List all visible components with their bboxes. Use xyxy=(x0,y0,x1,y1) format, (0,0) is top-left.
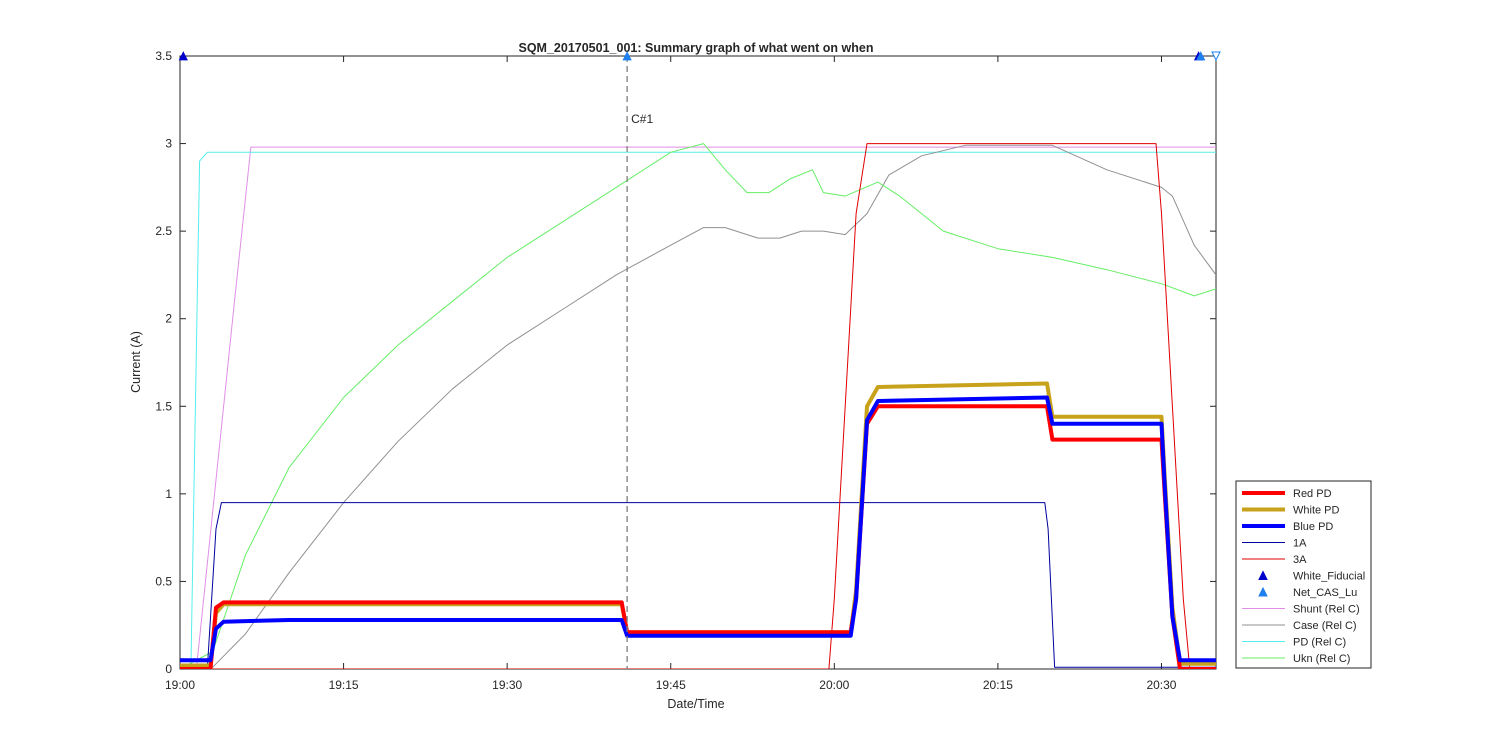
x-tick-label: 19:45 xyxy=(656,678,686,692)
series-line-shunt-rel-c xyxy=(180,146,1216,669)
y-tick-label: 3.5 xyxy=(155,49,172,63)
plot-area: 0 0.5 1 1.5 2 2.5 3 3.5 19:00 19:15 19:30 19:45 20:0… xyxy=(155,49,1221,692)
series-line-3a xyxy=(180,143,1216,669)
x-tick-label: 19:15 xyxy=(329,678,359,692)
marker-down-triangle xyxy=(1211,51,1221,62)
legend-label: White_Fiducial xyxy=(1293,571,1365,583)
series-line-case-rel-c xyxy=(180,144,1216,669)
y-tick-label: 2.5 xyxy=(155,224,172,238)
legend-entry-net-cas-lu: Net_CAS_Lu xyxy=(1258,586,1357,599)
x-tick-label: 19:30 xyxy=(492,678,522,692)
legend-entry-blue-pd: Blue PD xyxy=(1242,521,1333,533)
legend-label: Blue PD xyxy=(1293,521,1333,533)
x-tick-label: 19:00 xyxy=(165,678,195,692)
series-line-pd-rel-c xyxy=(180,151,1216,669)
marker-net-cas-lu xyxy=(1196,51,1206,61)
series-line-ukn-rel-c xyxy=(180,143,1216,669)
x-tick-label: 20:30 xyxy=(1146,678,1176,692)
y-tick-label: 3 xyxy=(165,137,172,151)
y-tick-label: 2 xyxy=(165,312,172,326)
legend-entry-ukn-rel-c: Ukn (Rel C) xyxy=(1242,653,1350,665)
legend-entry-white-pd: White PD xyxy=(1242,505,1340,517)
legend-entry-1a: 1A xyxy=(1242,538,1307,550)
y-tick-label: 0 xyxy=(165,662,172,676)
x-tick-label: 20:00 xyxy=(819,678,849,692)
series-line-1a xyxy=(180,502,1216,669)
marker-white-fiducial xyxy=(178,51,188,61)
legend-marker xyxy=(1258,570,1268,580)
legend-entry-shunt-rel-c: Shunt (Rel C) xyxy=(1242,604,1360,616)
legend-label: 1A xyxy=(1293,538,1307,550)
legend-entry-pd-rel-c: PD (Rel C) xyxy=(1242,637,1346,649)
legend-label: PD (Rel C) xyxy=(1293,637,1346,649)
y-tick-label: 1.5 xyxy=(155,399,172,413)
x-tick-label: 20:15 xyxy=(983,678,1013,692)
legend-label: Ukn (Rel C) xyxy=(1293,653,1350,665)
y-tick-label: 1 xyxy=(165,487,172,501)
legend-entry-case-rel-c: Case (Rel C) xyxy=(1242,620,1357,632)
y-tick-label: 0.5 xyxy=(155,574,172,588)
legend: Red PD White PD Blue PD 1A 3A White_Fiducial N… xyxy=(1235,480,1372,669)
x-axis-label: Date/Time xyxy=(667,697,724,711)
legend-entry-3a: 3A xyxy=(1242,554,1307,566)
legend-entry-red-pd: Red PD xyxy=(1242,488,1332,500)
annotation-label: C#1 xyxy=(631,112,653,126)
legend-box xyxy=(1235,480,1372,669)
series-line-blue-pd xyxy=(180,395,1216,663)
chart-title: SQM_20170501_001: Summary graph of what … xyxy=(519,41,874,55)
y-axis-label: Current (A) xyxy=(129,331,143,393)
legend-label: 3A xyxy=(1293,554,1307,566)
legend-label: White PD xyxy=(1293,505,1340,517)
marker-net-cas-lu xyxy=(622,51,632,61)
legend-marker xyxy=(1258,586,1268,597)
legend-label: Net_CAS_Lu xyxy=(1293,587,1357,599)
axes-box xyxy=(179,55,1217,670)
series-line-red-pd xyxy=(180,404,1216,669)
legend-entry-white-fiducial: White_Fiducial xyxy=(1258,570,1365,583)
legend-label: Shunt (Rel C) xyxy=(1293,604,1360,616)
legend-label: Red PD xyxy=(1293,488,1332,500)
legend-label: Case (Rel C) xyxy=(1293,620,1357,632)
